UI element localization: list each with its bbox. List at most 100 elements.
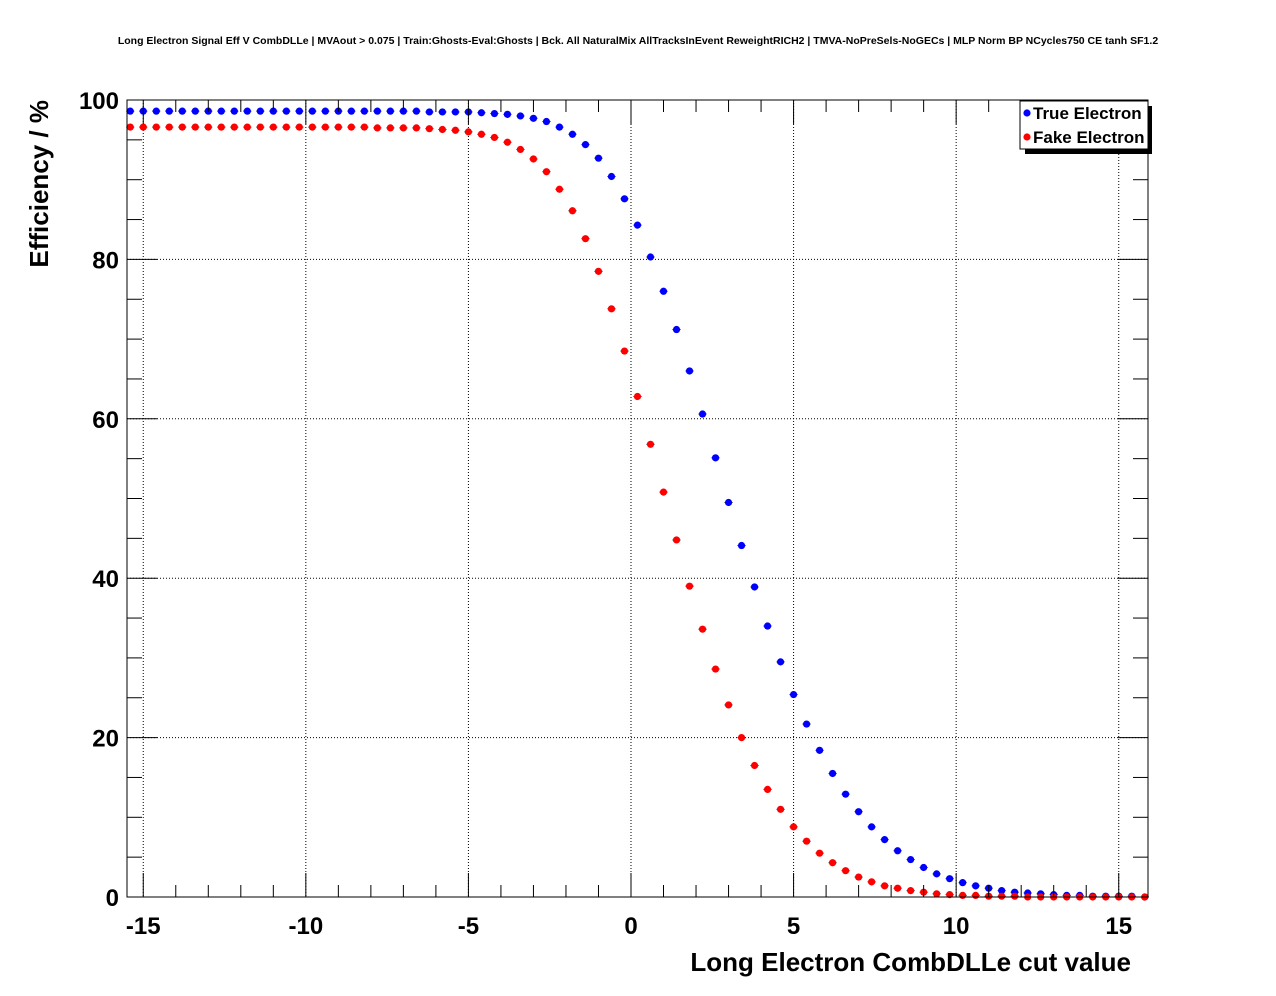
- data-point-true-electron: [594, 154, 603, 162]
- data-point-fake-electron: [334, 123, 342, 131]
- data-point-fake-electron: [321, 123, 329, 131]
- data-point-fake-electron: [438, 125, 447, 134]
- data-point-true-electron: [920, 863, 928, 872]
- data-point-fake-electron: [842, 867, 850, 875]
- plot-frame: [126, 99, 1149, 898]
- data-point-fake-electron: [894, 884, 902, 892]
- data-point-true-electron: [855, 808, 863, 816]
- data-point-fake-electron: [139, 123, 147, 131]
- data-point-fake-electron: [607, 305, 616, 313]
- data-point-fake-electron: [152, 123, 160, 131]
- data-point-fake-electron: [269, 123, 277, 131]
- x-tick-label: 5: [787, 913, 800, 940]
- data-point-fake-electron: [737, 734, 746, 742]
- data-point-true-electron: [946, 875, 954, 883]
- data-point-fake-electron: [659, 488, 668, 496]
- data-point-fake-electron: [815, 849, 824, 857]
- y-tick-label: 40: [92, 566, 119, 593]
- data-point-true-electron: [217, 107, 225, 115]
- data-point-fake-electron: [503, 138, 512, 146]
- data-point-fake-electron: [998, 892, 1006, 900]
- data-point-true-electron: [490, 109, 499, 118]
- data-point-true-electron: [881, 836, 889, 844]
- data-point-true-electron: [152, 107, 160, 115]
- data-point-true-electron: [542, 117, 551, 126]
- data-point-fake-electron: [490, 133, 499, 142]
- data-point-fake-electron: [633, 392, 642, 401]
- data-point-true-electron: [646, 253, 655, 261]
- data-point-true-electron: [282, 107, 290, 115]
- x-axis-title: Long Electron CombDLLe cut value: [690, 947, 1131, 977]
- data-point-fake-electron: [828, 859, 837, 867]
- data-point-true-electron: [907, 855, 915, 864]
- data-point-true-electron: [633, 221, 642, 229]
- data-point-true-electron: [412, 107, 420, 115]
- legend-marker-true-electron: [1023, 109, 1031, 117]
- data-point-true-electron: [607, 172, 616, 181]
- data-point-fake-electron: [933, 890, 941, 898]
- data-point-true-electron: [438, 108, 447, 116]
- data-point-fake-electron: [711, 665, 720, 673]
- data-point-fake-electron: [516, 145, 525, 154]
- data-point-fake-electron: [724, 701, 733, 709]
- data-point-fake-electron: [412, 124, 420, 132]
- data-point-fake-electron: [308, 123, 316, 131]
- data-point-fake-electron: [620, 347, 629, 355]
- data-point-fake-electron: [282, 123, 290, 131]
- data-point-true-electron: [503, 110, 512, 118]
- y-tick-label: 20: [92, 726, 119, 753]
- data-point-fake-electron: [360, 123, 368, 131]
- data-point-fake-electron: [165, 123, 173, 131]
- x-tick-label: -10: [288, 913, 323, 940]
- data-point-true-electron: [360, 107, 368, 115]
- data-point-fake-electron: [529, 155, 538, 163]
- legend-marker-fake-electron: [1023, 133, 1031, 141]
- data-point-fake-electron: [946, 891, 954, 899]
- data-point-true-electron: [620, 195, 629, 203]
- data-point-true-electron: [750, 583, 759, 591]
- chart-title: Long Electron Signal Eff V CombDLLe | MV…: [118, 35, 1158, 47]
- data-point-fake-electron: [373, 124, 381, 132]
- data-point-true-electron: [737, 541, 746, 550]
- data-point-true-electron: [998, 887, 1006, 895]
- data-point-true-electron: [347, 107, 355, 115]
- data-point-true-electron: [373, 107, 381, 115]
- x-tick-label: 15: [1105, 913, 1132, 940]
- data-point-fake-electron: [855, 873, 863, 881]
- data-point-fake-electron: [217, 123, 225, 131]
- data-point-fake-electron: [672, 536, 681, 544]
- data-point-true-electron: [178, 107, 186, 115]
- data-point-true-electron: [828, 769, 837, 778]
- data-point-true-electron: [295, 107, 303, 115]
- data-point-fake-electron: [698, 625, 707, 633]
- data-point-fake-electron: [789, 823, 798, 831]
- data-point-fake-electron: [594, 267, 603, 275]
- data-point-fake-electron: [776, 805, 785, 813]
- tick-label-layer: -15 -10 -5 0 5 10 15 0 20 40 60 80 100: [79, 88, 1132, 940]
- data-point-fake-electron: [295, 123, 303, 131]
- y-axis-title: Efficiency / %: [24, 100, 54, 268]
- x-tick-label: 0: [624, 913, 637, 940]
- data-point-fake-electron: [542, 168, 551, 176]
- data-point-fake-electron: [802, 837, 811, 845]
- data-point-fake-electron: [555, 185, 564, 193]
- data-point-fake-electron: [646, 440, 655, 448]
- y-tick-label: 0: [106, 885, 119, 912]
- tick-layer: [127, 99, 1148, 898]
- data-point-fake-electron: [347, 123, 355, 131]
- data-point-true-electron: [763, 622, 772, 630]
- data-point-true-electron: [230, 107, 238, 115]
- data-point-fake-electron: [191, 123, 199, 131]
- data-point-true-electron: [972, 882, 980, 890]
- data-point-true-electron: [894, 847, 902, 855]
- data-point-fake-electron: [972, 891, 980, 900]
- data-point-true-electron: [659, 287, 668, 295]
- data-point-fake-electron: [907, 887, 915, 895]
- data-point-true-electron: [191, 107, 199, 115]
- data-point-true-electron: [698, 410, 707, 418]
- data-point-true-electron: [386, 107, 394, 115]
- data-point-fake-electron: [568, 207, 577, 215]
- data-point-fake-electron: [868, 878, 876, 886]
- data-point-fake-electron: [243, 123, 251, 131]
- data-point-true-electron: [581, 141, 590, 149]
